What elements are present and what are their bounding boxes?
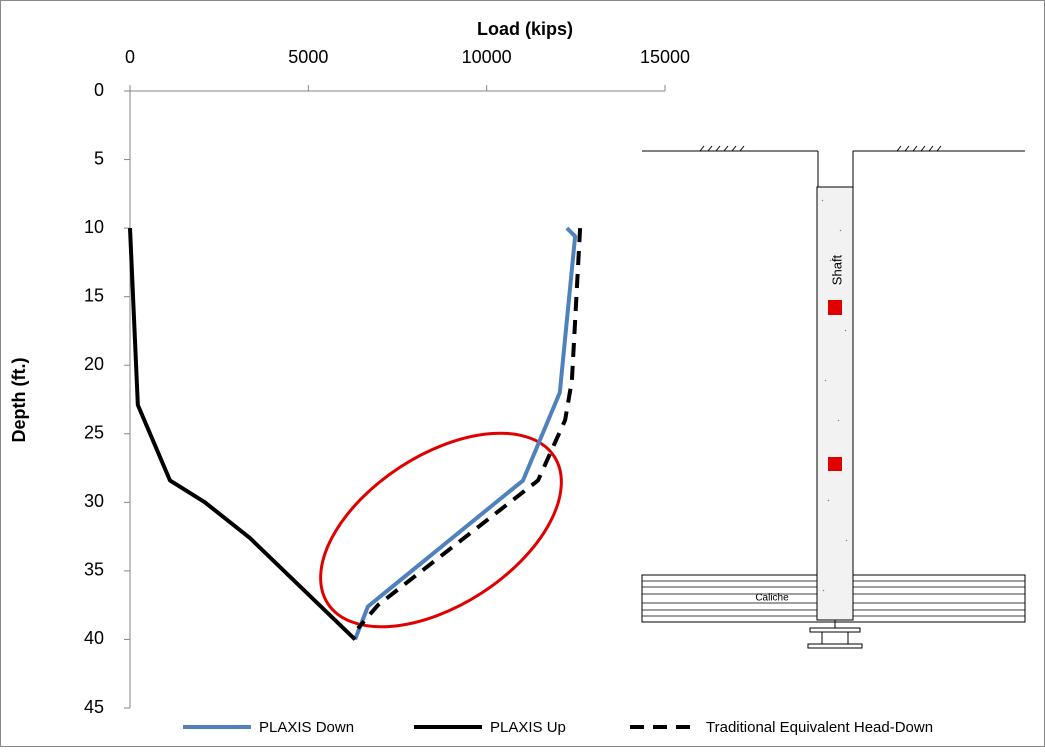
diagram-label: Caliche [755,593,789,604]
y-tick-label: 5 [94,148,104,168]
y-tick-label: 15 [84,285,104,305]
x-tick-label: 15000 [640,47,690,67]
y-tick-label: 0 [94,80,104,100]
y-tick-label: 35 [84,560,104,580]
x-tick-label: 5000 [288,47,328,67]
series-line [128,228,357,641]
y-tick-label: 25 [84,423,104,443]
legend-label: PLAXIS Down [259,719,354,736]
legend-label: PLAXIS Up [490,719,566,736]
x-tick-label: 0 [125,47,135,67]
series-line [356,228,583,630]
x-tick-label: 10000 [462,47,512,67]
y-tick-label: 10 [84,217,104,237]
diagram-label: Shaft [829,254,844,285]
x-axis-label: Load (kips) [477,19,573,39]
highlight-ellipse [319,431,563,629]
legend-label: Traditional Equivalent Head-Down [706,719,933,736]
y-tick-label: 20 [84,354,104,374]
series-line [353,226,578,641]
y-tick-label: 30 [84,491,104,511]
shaft-diagram [641,145,1026,649]
y-axis-label: Depth (ft.) [9,358,29,443]
y-tick-label: 40 [84,628,104,648]
y-tick-label: 45 [84,697,104,717]
